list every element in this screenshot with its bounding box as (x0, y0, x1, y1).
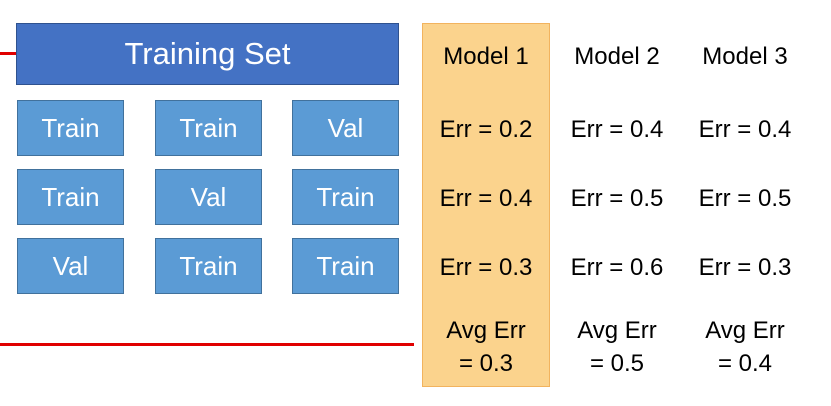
model-3-error: Err = 0.5 (698, 185, 792, 212)
model-2-average-error: Avg Err = 0.5 (552, 314, 682, 380)
avg-err-value: = 0.4 (717, 350, 773, 377)
avg-err-value: = 0.3 (458, 350, 514, 377)
fold-cell: Val (17, 238, 124, 294)
model-2-error: Err = 0.4 (570, 116, 664, 143)
avg-err-label: Avg Err (446, 317, 526, 344)
fold-cell: Train (17, 100, 124, 156)
red-line-top (0, 52, 18, 55)
model-1-error: Err = 0.2 (439, 116, 533, 143)
model-3-header: Model 3 (702, 43, 788, 70)
model-1-error: Err = 0.3 (439, 254, 533, 281)
model-3-average-error: Avg Err = 0.4 (680, 314, 810, 380)
fold-cell: Val (155, 169, 262, 225)
model-1-error: Err = 0.4 (439, 185, 533, 212)
fold-cell: Train (155, 100, 262, 156)
model-1-header: Model 1 (443, 43, 529, 70)
fold-cell: Train (292, 238, 399, 294)
training-set-box: Training Set (16, 23, 399, 85)
fold-cell: Val (292, 100, 399, 156)
model-2-error: Err = 0.6 (570, 254, 664, 281)
avg-err-label: Avg Err (577, 317, 657, 344)
model-1-average-error: Avg Err = 0.3 (421, 314, 551, 380)
avg-err-value: = 0.5 (589, 350, 645, 377)
model-2-error: Err = 0.5 (570, 185, 664, 212)
model-3-error: Err = 0.4 (698, 116, 792, 143)
fold-cell: Train (292, 169, 399, 225)
model-3-error: Err = 0.3 (698, 254, 792, 281)
fold-cell: Train (155, 238, 262, 294)
fold-cell: Train (17, 169, 124, 225)
avg-err-label: Avg Err (705, 317, 785, 344)
red-line-bottom (0, 343, 414, 346)
model-1-highlight (422, 23, 550, 387)
model-2-header: Model 2 (574, 43, 660, 70)
